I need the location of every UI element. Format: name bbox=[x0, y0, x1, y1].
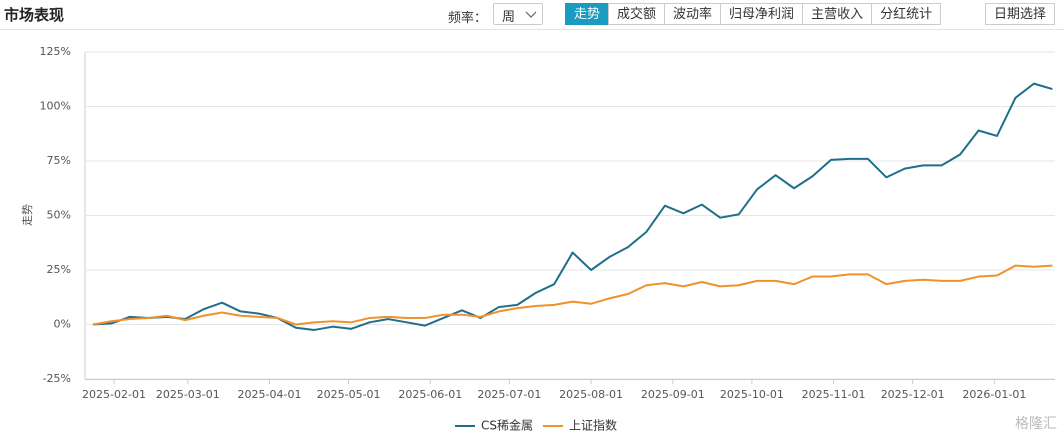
y-tick-label: 100% bbox=[40, 100, 71, 113]
series-line bbox=[92, 264, 1053, 326]
x-tick-label: 2025-02-01 bbox=[82, 388, 146, 401]
legend-label: 上证指数 bbox=[569, 418, 617, 433]
y-tick-label: 50% bbox=[47, 209, 71, 222]
frequency-label: 频率： bbox=[448, 11, 488, 26]
y-tick-label: -25% bbox=[43, 372, 71, 385]
x-tick-label: 2025-11-01 bbox=[802, 388, 866, 401]
x-tick-label: 2025-04-01 bbox=[238, 388, 302, 401]
x-tick-label: 2026-01-01 bbox=[962, 388, 1026, 401]
panel-title: 市场表现 bbox=[4, 6, 65, 24]
x-tick-label: 2025-08-01 bbox=[559, 388, 623, 401]
tab[interactable]: 走势 bbox=[565, 3, 610, 25]
tab-bar: 走势 成交额 波动率 归母净利润 主营收入 分红统计 bbox=[565, 3, 942, 25]
watermark: 格隆汇 bbox=[1015, 416, 1057, 432]
x-tick-label: 2025-12-01 bbox=[881, 388, 945, 401]
x-tick-label: 2025-09-01 bbox=[641, 388, 705, 401]
y-tick-label: 75% bbox=[47, 154, 71, 167]
y-tick-label: 25% bbox=[47, 263, 71, 276]
date-button[interactable]: 日期选择 bbox=[985, 3, 1055, 25]
separator bbox=[0, 29, 1064, 30]
select-value: 周 bbox=[502, 10, 516, 25]
x-tick-label: 2025-10-01 bbox=[720, 388, 784, 401]
x-tick-label: 2025-07-01 bbox=[477, 388, 541, 401]
y-axis-label: 走势 bbox=[21, 204, 34, 226]
x-tick-label: 2025-03-01 bbox=[156, 388, 220, 401]
y-tick-label: 0% bbox=[54, 318, 71, 331]
x-tick-label: 2025-05-01 bbox=[317, 388, 381, 401]
tab[interactable]: 分红统计 bbox=[871, 3, 942, 25]
frequency-select[interactable]: 周 bbox=[493, 3, 543, 25]
legend-label: CS稀金属 bbox=[481, 418, 533, 433]
series-line bbox=[92, 82, 1053, 331]
y-tick-label: 125% bbox=[40, 45, 71, 58]
chevron bbox=[525, 11, 537, 18]
x-tick-label: 2025-06-01 bbox=[398, 388, 462, 401]
